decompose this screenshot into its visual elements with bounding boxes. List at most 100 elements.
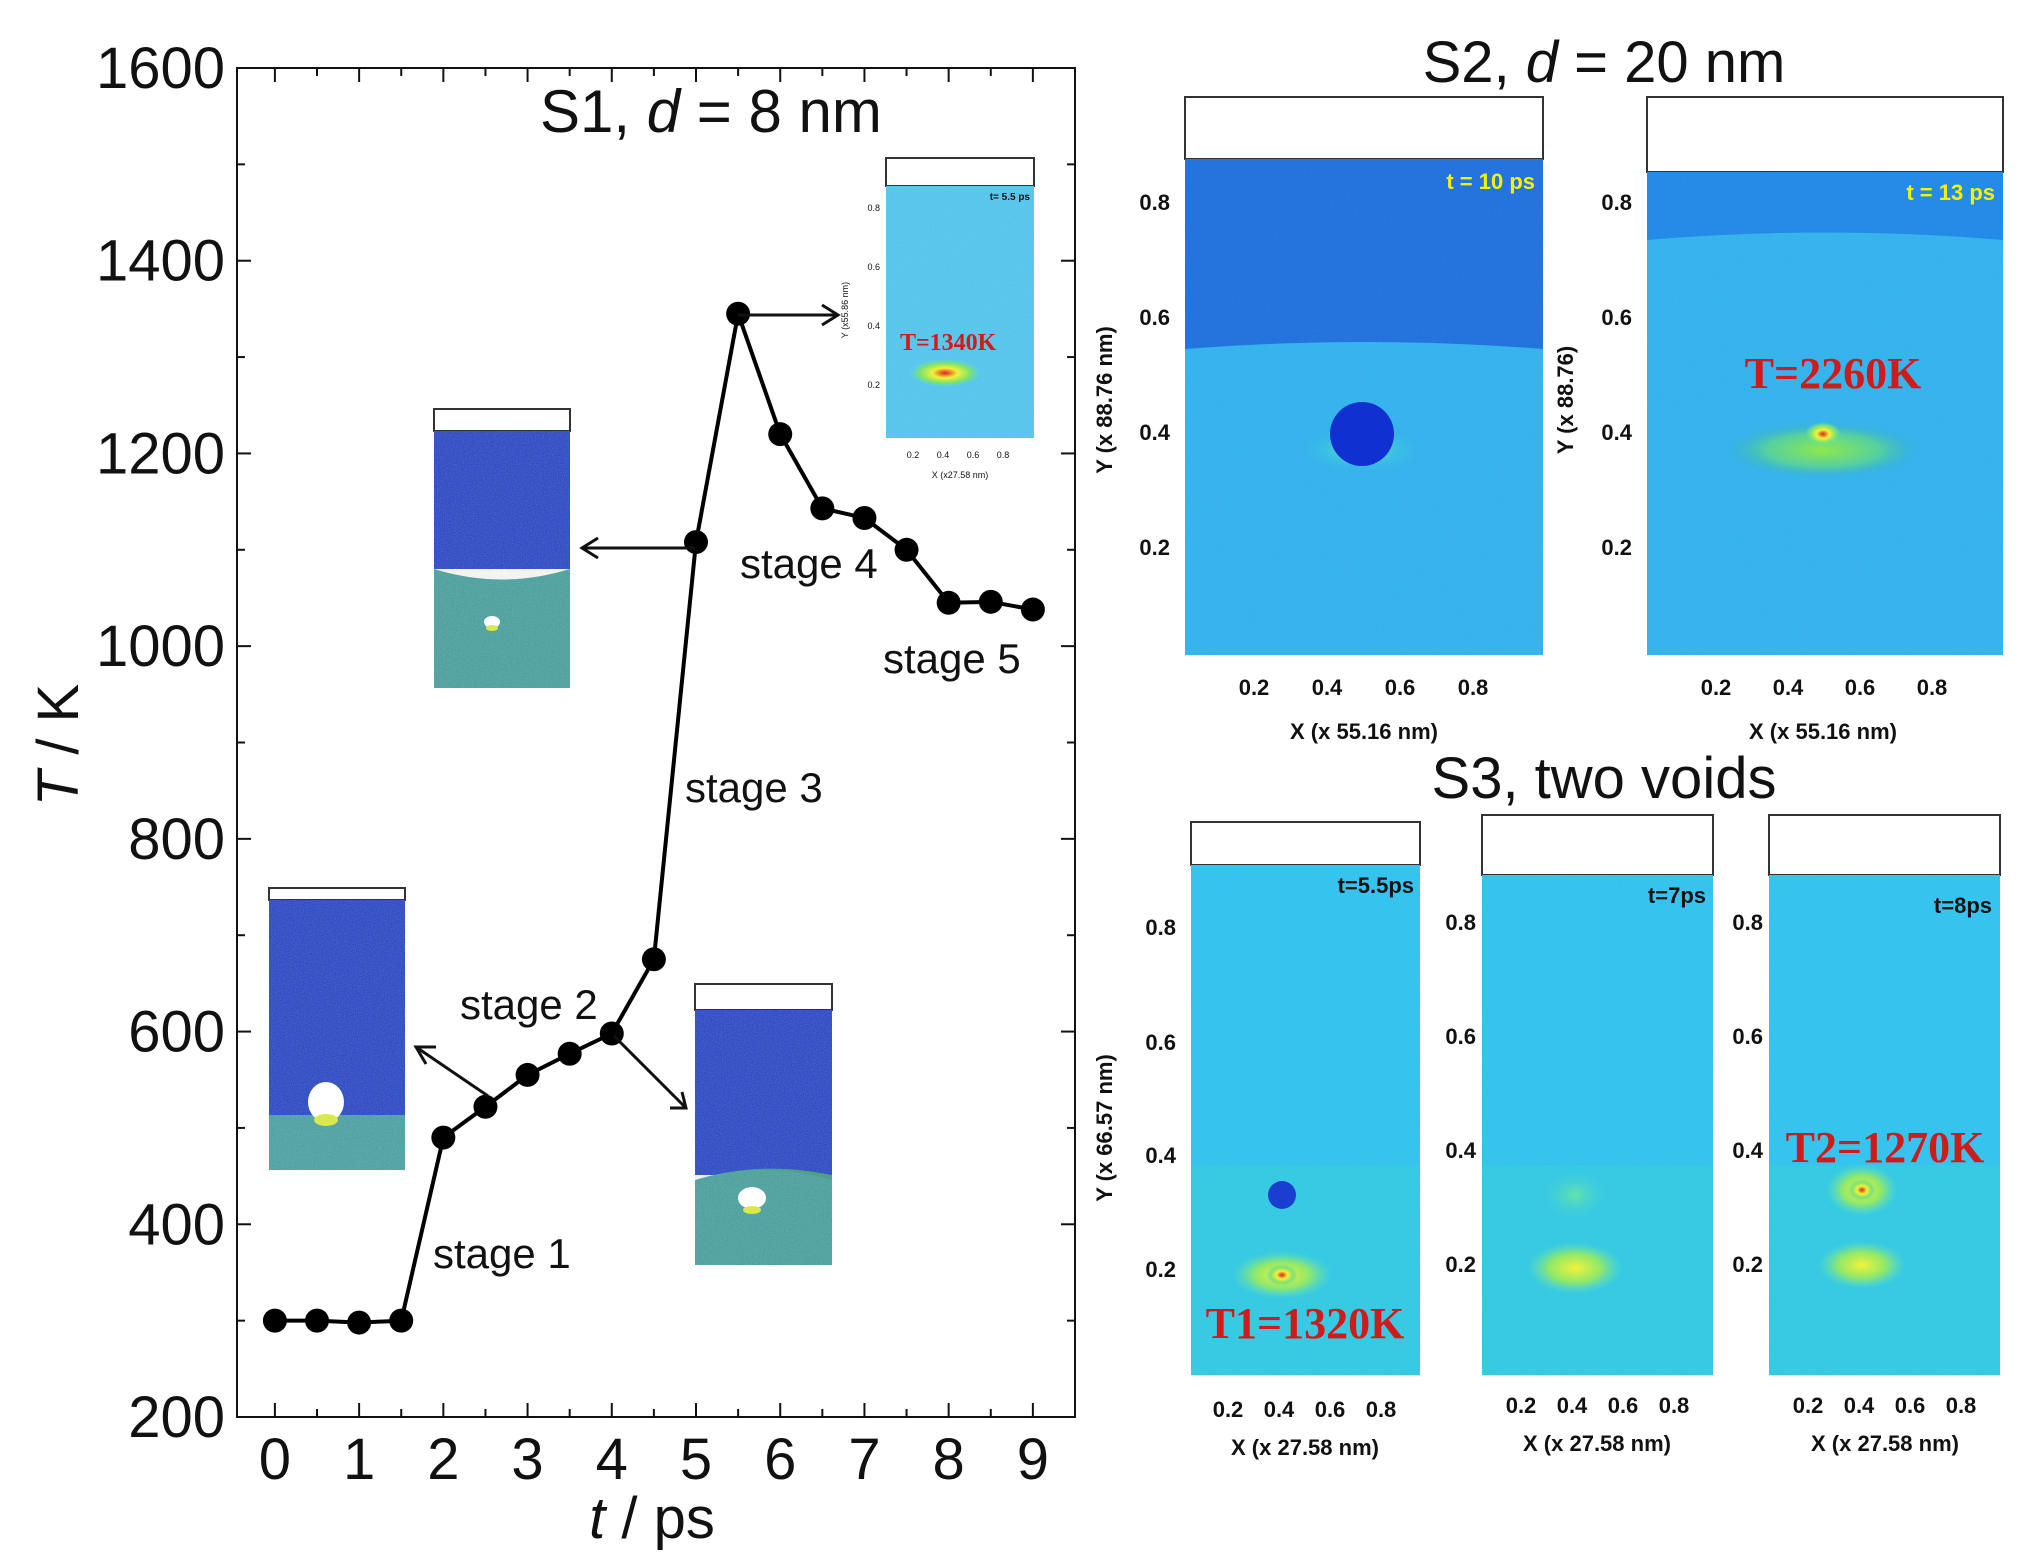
- data-point: [852, 505, 877, 530]
- svg-text:0.6: 0.6: [1315, 1397, 1346, 1422]
- y-tick-label: 400: [128, 1192, 225, 1257]
- s3-panel-3: t=8ps T2=1270K: [1768, 814, 2001, 1375]
- s3-ylabel: Y (x 66.57 nm): [1092, 1054, 1117, 1202]
- s2-right-xlabel: X (x 55.16 nm): [1749, 719, 1897, 744]
- y-tick-label: 1600: [96, 36, 225, 101]
- svg-text:0.4: 0.4: [937, 450, 950, 460]
- data-point: [557, 1041, 582, 1066]
- s2-left-xticks: 0.2 0.4 0.6 0.8: [1239, 675, 1489, 700]
- stage-3-label: stage 3: [685, 764, 823, 811]
- snapshot-inset-stage3: [433, 408, 571, 688]
- svg-text:0.2: 0.2: [1139, 535, 1170, 560]
- svg-text:0.4: 0.4: [1732, 1138, 1763, 1163]
- svg-text:0.6: 0.6: [1139, 305, 1170, 330]
- data-point: [894, 537, 919, 562]
- s3-panel-group: S3, two voids t=5.5ps T1=1320K t=7ps: [1092, 746, 2001, 1460]
- svg-text:0.8: 0.8: [1139, 190, 1170, 215]
- snapshot-inset-stage2-right: [694, 983, 833, 1265]
- svg-text:0.4: 0.4: [1557, 1393, 1588, 1418]
- data-point: [684, 530, 709, 555]
- y-axis-label: T / K: [26, 683, 91, 806]
- svg-text:0.2: 0.2: [1145, 1257, 1176, 1282]
- s3-panel-1-temp: T1=1320K: [1206, 1299, 1405, 1348]
- svg-text:0.6: 0.6: [1608, 1393, 1639, 1418]
- svg-text:0.4: 0.4: [1139, 420, 1170, 445]
- s2-left-xlabel: X (x 55.16 nm): [1290, 719, 1438, 744]
- s2-left-yticks: 0.8 0.6 0.4 0.2: [1139, 190, 1170, 560]
- data-point: [1020, 597, 1045, 622]
- svg-text:0.2: 0.2: [1213, 1397, 1244, 1422]
- svg-text:0.2: 0.2: [1793, 1393, 1824, 1418]
- x-axis-label: t / ps: [589, 1486, 715, 1551]
- svg-text:0.2: 0.2: [1506, 1393, 1537, 1418]
- data-point: [768, 422, 793, 447]
- inset-temp-label: T=1340K: [900, 330, 997, 356]
- svg-text:0.6: 0.6: [1601, 305, 1632, 330]
- svg-text:0.6: 0.6: [1445, 1024, 1476, 1049]
- svg-text:0.6: 0.6: [967, 450, 980, 460]
- inset-xticks: 0.2 0.4 0.6 0.8: [907, 450, 1010, 460]
- x-tick-label: 8: [933, 1427, 965, 1492]
- data-point: [515, 1062, 540, 1087]
- s2-left-panel: t = 10 ps Y (x 88.76 nm) X (x 55.16 nm) …: [1092, 96, 1544, 744]
- s3-panel-1-time: t=5.5ps: [1338, 873, 1414, 898]
- s2-right-panel: t = 13 ps T=2260K Y (x 88.76) X (x 55.16…: [1553, 96, 2004, 744]
- snapshot-inset-stage2-left: [268, 887, 406, 1170]
- svg-text:0.8: 0.8: [1659, 1393, 1690, 1418]
- x-tick-label: 4: [596, 1427, 628, 1492]
- svg-text:0.2: 0.2: [1601, 535, 1632, 560]
- s3-xlabel-3: X (x 27.58 nm): [1811, 1431, 1959, 1456]
- x-tick-label: 9: [1017, 1427, 1049, 1492]
- y-tick-label: 800: [128, 807, 225, 872]
- svg-text:0.4: 0.4: [867, 321, 880, 331]
- annotation-arrows: [413, 303, 841, 1110]
- s2-title: S2, d = 20 nm: [1423, 30, 1786, 95]
- series-markers: [262, 301, 1045, 1335]
- svg-text:0.8: 0.8: [1946, 1393, 1977, 1418]
- svg-text:0.2: 0.2: [1445, 1252, 1476, 1277]
- svg-text:0.8: 0.8: [867, 203, 880, 213]
- y-tick-label: 200: [128, 1385, 225, 1450]
- svg-text:0.4: 0.4: [1145, 1143, 1176, 1168]
- s2-left-time: t = 10 ps: [1446, 169, 1535, 194]
- svg-text:0.4: 0.4: [1601, 420, 1632, 445]
- s3-yticks: 0.8 0.6 0.4 0.2 0.8 0.6 0.4 0.2 0.8 0.6 …: [1145, 910, 1763, 1282]
- svg-text:0.8: 0.8: [1917, 675, 1948, 700]
- inset-ylabel: Y (x55.86 nm): [840, 282, 850, 338]
- svg-text:0.8: 0.8: [1601, 190, 1632, 215]
- svg-text:0.8: 0.8: [997, 450, 1010, 460]
- s3-panel-3-temp: T2=1270K: [1786, 1123, 1985, 1172]
- svg-text:0.6: 0.6: [1895, 1393, 1926, 1418]
- series-line: [274, 305, 1034, 1325]
- svg-text:0.2: 0.2: [1701, 675, 1732, 700]
- x-tick-label: 3: [511, 1427, 543, 1492]
- snapshot-inset-stage4: t= 5.5 ps T=1340K Y (x55.86 nm) X (x27.5…: [840, 157, 1035, 480]
- svg-text:0.2: 0.2: [907, 450, 920, 460]
- s2-right-ylabel: Y (x 88.76): [1553, 346, 1578, 454]
- data-point: [431, 1125, 456, 1150]
- s3-panel-2-time: t=7ps: [1648, 883, 1706, 908]
- stage-4-label: stage 4: [740, 540, 878, 587]
- svg-text:0.4: 0.4: [1312, 675, 1343, 700]
- main-title: S1, d = 8 nm: [540, 78, 882, 145]
- svg-text:0.2: 0.2: [1239, 675, 1270, 700]
- y-tick-label: 1000: [96, 614, 225, 679]
- data-point: [936, 590, 961, 615]
- svg-text:0.6: 0.6: [1732, 1024, 1763, 1049]
- data-point: [473, 1094, 498, 1119]
- s3-xlabel-2: X (x 27.58 nm): [1523, 1431, 1671, 1456]
- s2-panel-group: S2, d = 20 nm t = 10 ps Y (x 88.76 nm) X…: [1092, 30, 2004, 744]
- svg-text:0.8: 0.8: [1458, 675, 1489, 700]
- stage-2-label: stage 2: [460, 981, 598, 1028]
- stage-5-label: stage 5: [883, 635, 1021, 682]
- svg-text:0.4: 0.4: [1264, 1397, 1295, 1422]
- s2-right-xticks: 0.2 0.4 0.6 0.8: [1701, 675, 1948, 700]
- data-point: [810, 496, 835, 521]
- svg-text:0.4: 0.4: [1445, 1138, 1476, 1163]
- stage-1-label: stage 1: [433, 1230, 571, 1277]
- svg-text:0.2: 0.2: [867, 380, 880, 390]
- x-tick-label: 0: [259, 1427, 291, 1492]
- svg-text:0.6: 0.6: [1845, 675, 1876, 700]
